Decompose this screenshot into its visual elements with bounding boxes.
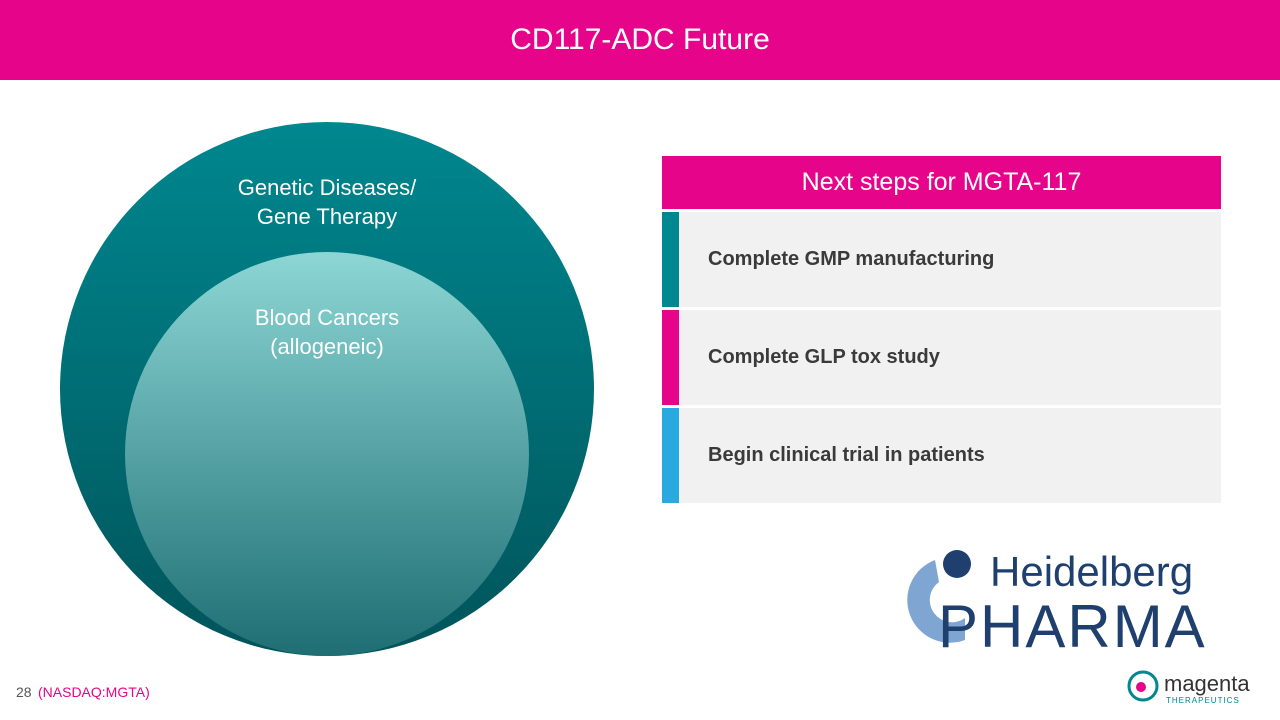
partner-icon	[907, 550, 971, 643]
step-text: Complete GMP manufacturing	[708, 248, 995, 270]
company-sub: THERAPEUTICS	[1166, 696, 1240, 705]
venn	[60, 122, 594, 656]
inner-label: Blood Cancers (allogeneic)	[254, 305, 400, 359]
step: Complete GLP tox study	[662, 310, 1221, 405]
step: Complete GMP manufacturing	[662, 212, 1221, 307]
company-name: magenta	[1164, 671, 1250, 696]
ticker: (NASDAQ:MGTA)	[38, 684, 150, 700]
steps-title: Next steps for MGTA-117	[662, 156, 1221, 209]
company-icon	[1127, 670, 1159, 702]
step: Begin clinical trial in patients	[662, 408, 1221, 503]
partner-name: Heidelberg	[990, 548, 1194, 595]
step-text: Complete GLP tox study	[708, 346, 940, 368]
outer-label: Genetic Diseases/ Gene Therapy	[237, 175, 417, 229]
step-text: Begin clinical trial in patients	[708, 444, 985, 466]
title: CD117-ADC Future	[0, 0, 1280, 80]
partner-name: PHARMA	[938, 593, 1207, 660]
inner-circle	[125, 252, 529, 656]
page-number: 28	[16, 684, 32, 700]
